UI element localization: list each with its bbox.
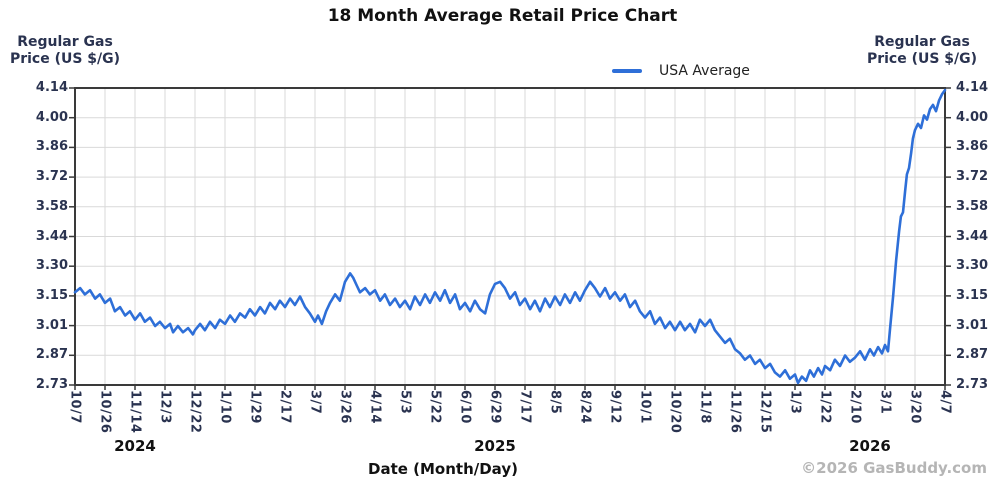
legend: USA Average xyxy=(612,63,750,79)
right-y-axis-title-line1: Regular Gas xyxy=(874,34,970,50)
y-tick-label-right: 2.87 xyxy=(956,347,989,363)
x-tick-label: 3/20 xyxy=(907,390,923,424)
y-tick-label-right: 3.44 xyxy=(956,228,989,244)
x-tick-label: 10/7 xyxy=(67,390,83,424)
year-label: 2024 xyxy=(114,437,156,455)
x-tick-label: 1/10 xyxy=(217,390,233,424)
x-tick-label: 12/15 xyxy=(757,390,773,434)
x-tick-label: 7/17 xyxy=(517,390,533,424)
y-tick-label-right: 3.15 xyxy=(956,287,989,303)
x-tick-label: 12/3 xyxy=(157,390,173,424)
x-tick-label: 10/1 xyxy=(637,390,653,424)
y-tick-label-right: 3.30 xyxy=(956,258,989,274)
y-tick-label-left: 3.58 xyxy=(35,198,68,214)
x-tick-label: 10/26 xyxy=(97,390,113,434)
year-label: 2026 xyxy=(849,437,891,455)
y-tick-label-left: 3.30 xyxy=(35,258,68,274)
x-tick-label: 1/3 xyxy=(787,390,803,415)
legend-line-swatch xyxy=(612,69,642,73)
y-tick-label-right: 3.86 xyxy=(956,139,989,155)
x-tick-label: 5/3 xyxy=(397,390,413,415)
left-y-axis-title: Regular Gas Price (US $/G) xyxy=(0,34,135,68)
y-tick-label-left: 4.14 xyxy=(35,80,68,95)
y-tick-label-left: 2.73 xyxy=(35,377,68,392)
x-tick-label: 1/22 xyxy=(817,390,833,424)
x-tick-label: 3/26 xyxy=(337,390,353,424)
y-tick-label-left: 3.01 xyxy=(35,317,68,333)
plot-border xyxy=(74,87,946,386)
left-y-axis-title-line2: Price (US $/G) xyxy=(9,51,121,67)
x-tick-label: 9/12 xyxy=(607,390,623,424)
copyright-watermark: ©2026 GasBuddy.com xyxy=(801,459,987,477)
y-tick-label-left: 3.44 xyxy=(35,228,68,244)
right-y-axis-title: Regular Gas Price (US $/G) xyxy=(852,34,992,68)
year-label: 2025 xyxy=(474,437,516,455)
y-tick-label-left: 3.72 xyxy=(35,169,68,185)
left-y-axis-title-line1: Regular Gas xyxy=(17,34,113,50)
x-tick-label: 5/22 xyxy=(427,390,443,424)
x-tick-label: 8/5 xyxy=(547,390,563,415)
legend-label: USA Average xyxy=(659,63,750,79)
x-tick-label: 2/10 xyxy=(847,390,863,424)
y-tick-label-left: 3.86 xyxy=(35,139,68,155)
x-tick-label: 11/8 xyxy=(697,390,713,424)
x-tick-label: 3/1 xyxy=(877,390,893,415)
y-tick-label-left: 2.87 xyxy=(35,347,68,363)
y-tick-label-right: 2.73 xyxy=(956,377,989,392)
y-tick-label-right: 3.01 xyxy=(956,317,989,333)
y-tick-label-left: 3.15 xyxy=(35,287,68,303)
usa-average-line xyxy=(73,88,947,385)
x-tick-label: 4/7 xyxy=(937,390,953,415)
x-tick-label: 10/20 xyxy=(667,390,683,434)
y-tick-label-right: 4.00 xyxy=(956,109,989,125)
x-tick-label: 3/7 xyxy=(307,390,323,415)
x-tick-label: 1/29 xyxy=(247,390,263,424)
x-tick-label: 11/26 xyxy=(727,390,743,434)
x-tick-label: 4/14 xyxy=(367,390,383,424)
right-y-axis-title-line2: Price (US $/G) xyxy=(866,51,978,67)
y-tick-label-right: 3.58 xyxy=(956,198,989,214)
x-tick-label: 11/14 xyxy=(127,390,143,434)
x-tick-label: 12/22 xyxy=(187,390,203,434)
x-tick-label: 6/29 xyxy=(487,390,503,424)
y-tick-label-left: 4.00 xyxy=(35,109,68,125)
x-axis-title: Date (Month/Day) xyxy=(368,460,518,478)
chart-title: 18 Month Average Retail Price Chart xyxy=(327,6,678,26)
x-tick-label: 6/10 xyxy=(457,390,473,424)
y-tick-label-right: 3.72 xyxy=(956,169,989,185)
y-tick-label-right: 4.14 xyxy=(956,80,989,95)
x-tick-label: 2/17 xyxy=(277,390,293,424)
x-tick-label: 8/24 xyxy=(577,390,593,424)
